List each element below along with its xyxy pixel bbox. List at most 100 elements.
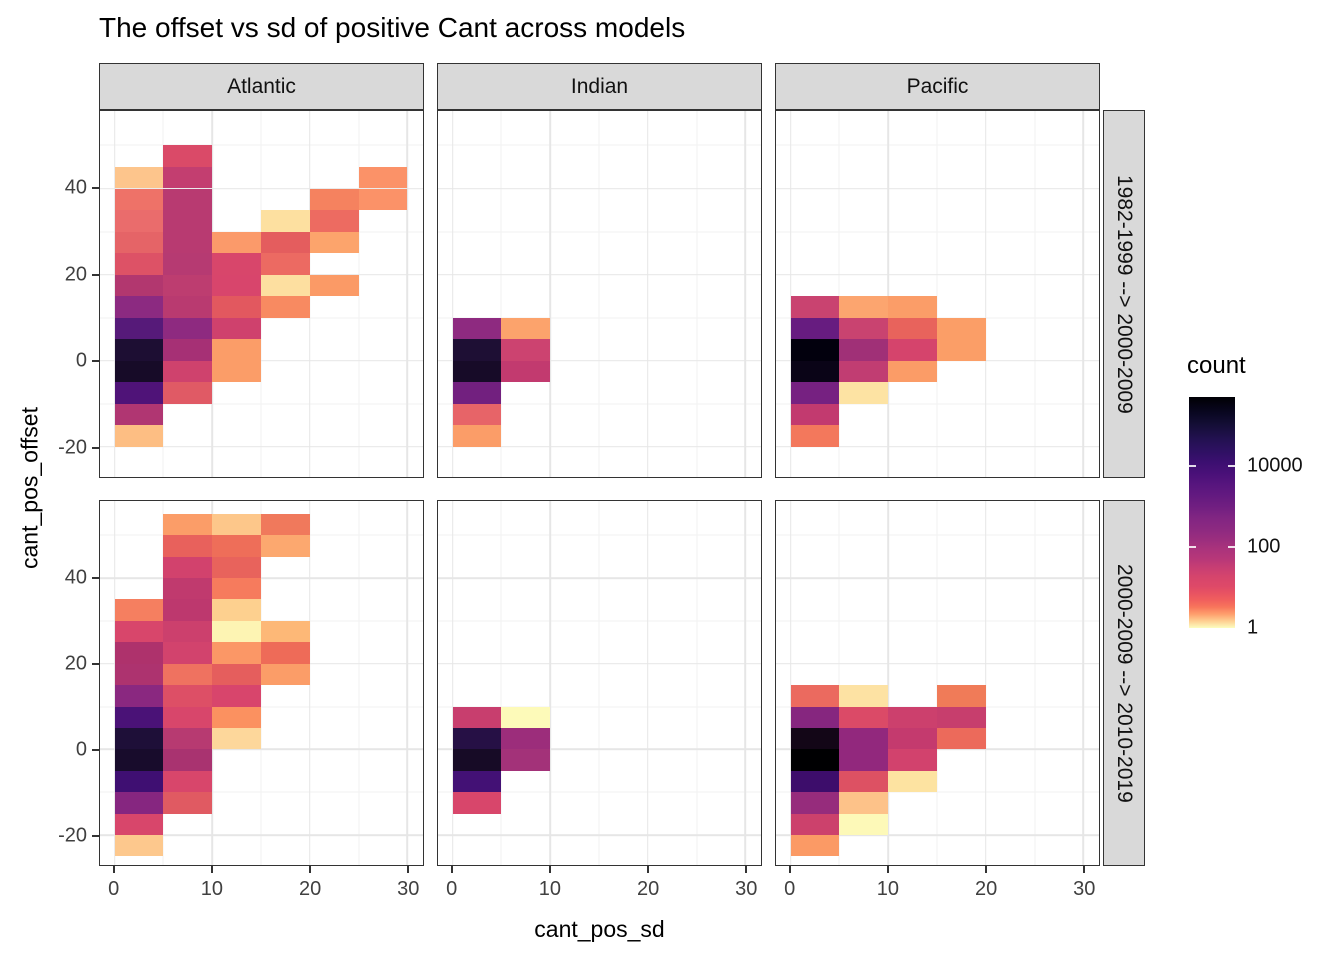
y-axis-title: cant_pos_offset xyxy=(16,407,43,569)
gridline-major xyxy=(438,273,761,276)
gridline-minor xyxy=(776,620,1099,622)
heatmap-tile xyxy=(114,813,164,836)
gridline-major xyxy=(100,748,423,751)
heatmap-tile xyxy=(452,792,502,814)
x-tick-mark xyxy=(210,866,213,873)
gridline-minor xyxy=(696,501,698,865)
x-tick-label: 30 xyxy=(735,878,758,900)
heatmap-tile xyxy=(114,210,164,232)
heatmap-tile xyxy=(839,813,889,836)
y-tick-label: 20 xyxy=(64,652,87,675)
facet-strip-pacific: Pacific xyxy=(775,63,1100,110)
x-tick-mark xyxy=(788,866,791,873)
heatmap-tile xyxy=(501,706,551,728)
heatmap-tile xyxy=(114,296,164,318)
gridline-major xyxy=(438,446,761,448)
heatmap-tile xyxy=(790,339,840,361)
heatmap-tile xyxy=(163,770,213,793)
heatmap-tile xyxy=(501,317,551,340)
heatmap-tile xyxy=(163,274,213,297)
heatmap-tile xyxy=(212,556,261,579)
facet-strip-pacific-label: Pacific xyxy=(906,74,969,98)
x-axis-atlantic: 0 10 20 30 xyxy=(99,866,424,911)
heatmap-tile xyxy=(790,835,840,857)
heatmap-tile xyxy=(163,145,213,167)
gridline-major xyxy=(776,662,1099,665)
y-tick-label: 0 xyxy=(75,738,87,761)
x-tick-label: 30 xyxy=(397,878,420,900)
gridline-minor xyxy=(1034,501,1036,865)
heatmap-tile xyxy=(163,599,213,621)
x-tick-mark xyxy=(985,866,988,873)
legend-bar-tick xyxy=(1228,465,1235,468)
heatmap-tile xyxy=(163,382,213,404)
heatmap-tile xyxy=(501,339,551,361)
x-tick-label: 30 xyxy=(1073,878,1096,900)
heatmap-tile xyxy=(452,425,502,447)
heatmap-tile xyxy=(790,317,840,340)
heatmap-tile xyxy=(790,685,840,707)
x-tick-label: 20 xyxy=(636,878,660,900)
heatmap-tile xyxy=(212,620,261,643)
gridline-minor xyxy=(100,791,423,793)
heatmap-tile xyxy=(163,231,213,254)
gridline-major xyxy=(451,501,454,865)
gridline-major xyxy=(438,187,761,190)
y-axis-row-2: 40 20 0 -20 xyxy=(40,500,99,866)
gridline-minor xyxy=(358,501,360,865)
gridline-major xyxy=(776,359,1099,362)
heatmap-tile xyxy=(839,749,889,771)
y-axis-row-1: 40 20 0 -20 xyxy=(40,110,99,478)
heatmap-tile xyxy=(937,317,986,340)
gridline-major xyxy=(451,111,454,477)
gridline-major xyxy=(406,501,409,865)
heatmap-tile xyxy=(501,727,551,750)
heatmap-tile xyxy=(212,296,261,318)
heatmap-tile xyxy=(790,425,840,447)
heatmap-tile xyxy=(163,727,213,750)
x-axis-indian: 0 10 20 30 xyxy=(437,866,762,911)
heatmap-tile xyxy=(937,339,986,361)
panel-pacific-period1 xyxy=(775,110,1100,478)
heatmap-tile xyxy=(309,188,359,211)
gridline-major xyxy=(100,187,423,190)
gridline-minor xyxy=(100,403,423,405)
heatmap-tile xyxy=(163,578,213,600)
heatmap-tile xyxy=(163,749,213,771)
heatmap-tile xyxy=(839,296,889,318)
heatmap-tile xyxy=(114,317,164,340)
heatmap-tile xyxy=(212,685,261,707)
gridline-major xyxy=(887,501,890,865)
heatmap-tile xyxy=(114,620,164,643)
gridline-major xyxy=(438,359,761,362)
heatmap-tile xyxy=(114,188,164,211)
gridline-minor xyxy=(100,706,423,708)
gridline-minor xyxy=(1034,111,1036,477)
gridline-major xyxy=(789,501,792,865)
y-tick-mark xyxy=(92,186,99,189)
heatmap-tile xyxy=(839,685,889,707)
gridline-minor xyxy=(598,501,600,865)
gridline-major xyxy=(776,577,1099,579)
legend-tick-label: 10000 xyxy=(1247,454,1303,477)
heatmap-tile xyxy=(452,727,502,750)
heatmap-tile xyxy=(163,360,213,383)
gridline-major xyxy=(776,446,1099,448)
heatmap-tile xyxy=(261,210,310,232)
x-tick-mark xyxy=(745,866,748,873)
y-tick-mark xyxy=(92,834,99,837)
x-tick-mark xyxy=(309,866,312,873)
heatmap-tile xyxy=(212,706,261,728)
heatmap-tile xyxy=(212,513,261,536)
heatmap-tile xyxy=(261,296,310,318)
gridline-minor xyxy=(500,501,502,865)
heatmap-tile xyxy=(358,188,408,211)
gridline-minor xyxy=(936,111,938,477)
heatmap-tile xyxy=(114,792,164,814)
heatmap-tile xyxy=(212,599,261,621)
gridline-minor xyxy=(598,111,600,477)
heatmap-tile xyxy=(163,513,213,536)
y-tick-label: -20 xyxy=(58,824,87,847)
heatmap-tile xyxy=(888,317,937,340)
heatmap-tile xyxy=(163,535,213,557)
